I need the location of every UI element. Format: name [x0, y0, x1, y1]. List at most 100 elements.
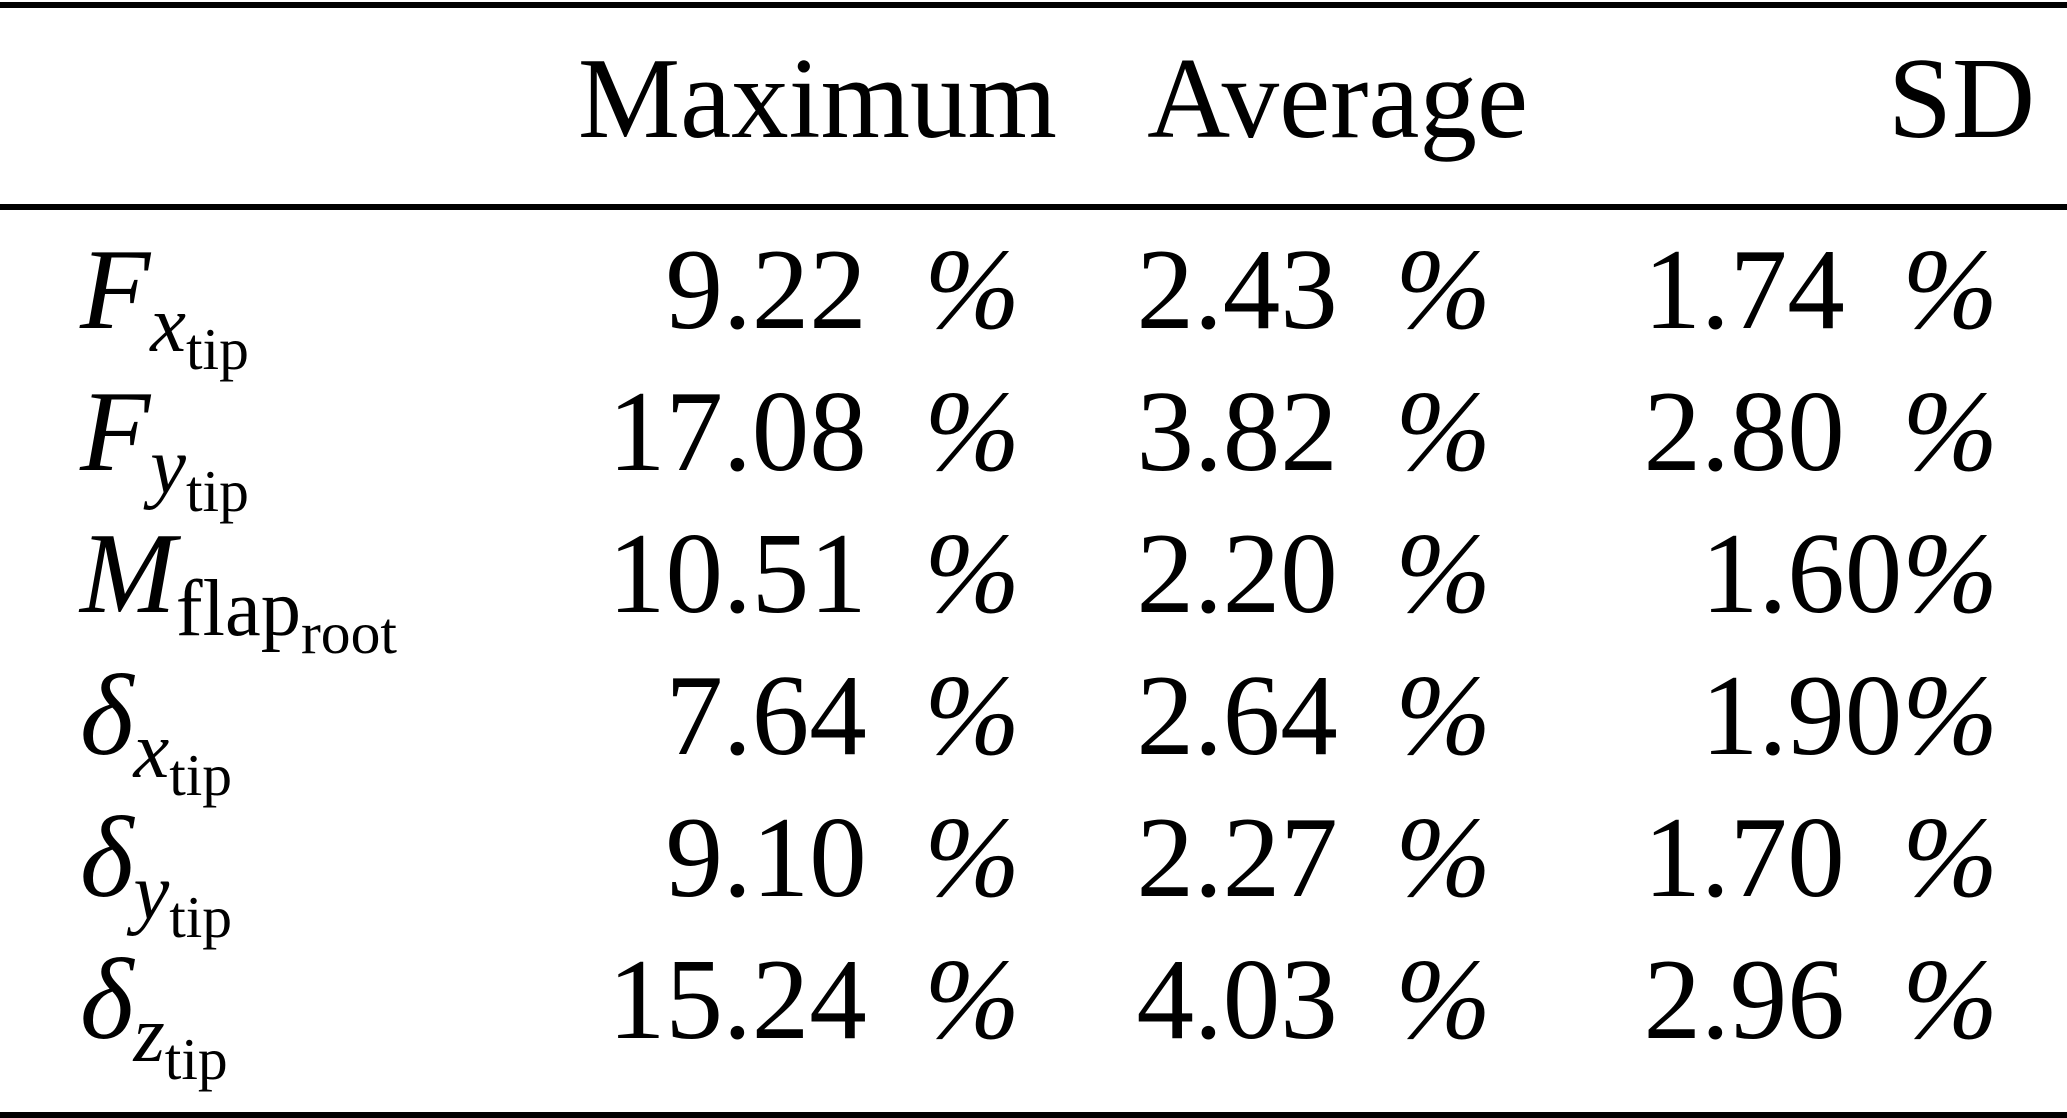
percent-sign: % [1902, 510, 1998, 637]
math-subscript: y [150, 421, 186, 511]
cell-sd: 2.96 % [1528, 934, 2035, 1066]
cell-sd: 2.80 % [1528, 366, 2035, 498]
value: 2.96 [1643, 936, 1845, 1063]
value: 9.10 [665, 794, 867, 921]
value: 1.90 [1700, 652, 1903, 779]
table-bottom-rule [0, 1112, 2067, 1118]
percent-sign: % [1395, 226, 1491, 353]
math-subsubscript: tip [185, 457, 249, 524]
value-unit-gap [867, 226, 925, 353]
percent-sign: % [1902, 368, 1998, 495]
value-unit-gap [1338, 794, 1396, 921]
value-unit-gap [867, 652, 925, 779]
percent-sign: % [924, 794, 1020, 921]
cell-average: 4.03 % [1057, 934, 1528, 1066]
value-unit-gap [1338, 510, 1396, 637]
column-header-maximum: Maximum [577, 34, 1057, 162]
value-unit-gap [1845, 368, 1903, 495]
cell-average: 2.64 % [1057, 650, 1528, 782]
math-subscript: flap [175, 563, 301, 653]
table-row-fy-tip: Fytip 17.08 % 3.82 % 2.80 % [0, 366, 2067, 523]
percent-sign: % [1902, 226, 1998, 353]
value-unit-gap [1845, 794, 1903, 921]
math-symbol: F [80, 368, 151, 495]
percent-sign: % [1395, 794, 1491, 921]
value-unit-gap [1338, 368, 1396, 495]
percent-sign: % [924, 368, 1020, 495]
cell-maximum: 15.24 % [540, 934, 1057, 1066]
cell-average: 2.43 % [1057, 224, 1528, 356]
value: 9.22 [665, 226, 867, 353]
cell-maximum: 7.64 % [540, 650, 1057, 782]
row-label-fx-tip: Fxtip [80, 224, 540, 383]
table-row-dz-tip: δztip 15.24 % 4.03 % 2.96 % [0, 934, 2067, 1091]
math-subscript: z [133, 989, 165, 1079]
cell-maximum: 9.22 % [540, 224, 1057, 356]
value: 1.74 [1643, 226, 1845, 353]
math-subscript: y [133, 847, 170, 937]
row-label-mflap-root: Mflaproot [80, 508, 540, 667]
value-unit-gap [867, 794, 925, 921]
percent-sign: % [1902, 794, 1998, 921]
cell-average: 2.20 % [1057, 508, 1528, 640]
percent-sign: % [1395, 510, 1491, 637]
cell-maximum: 10.51 % [540, 508, 1057, 640]
cell-average: 3.82 % [1057, 366, 1528, 498]
table-header-rule [0, 204, 2067, 210]
value: 2.20 [1136, 510, 1338, 637]
value-unit-gap [1338, 936, 1396, 1063]
percent-sign: % [1902, 936, 1998, 1063]
value: 2.27 [1136, 794, 1338, 921]
percent-sign: % [924, 936, 1020, 1063]
percent-sign: % [1902, 652, 1998, 779]
math-subsubscript: root [300, 599, 397, 666]
math-symbol: F [80, 226, 151, 353]
cell-average: 2.27 % [1057, 792, 1528, 924]
value: 1.70 [1643, 794, 1845, 921]
table-top-rule [0, 2, 2067, 8]
math-subscript: x [150, 279, 186, 369]
value-unit-gap [867, 510, 925, 637]
table-row-dx-tip: δxtip 7.64 % 2.64 % 1.90% [0, 650, 2067, 807]
math-symbol: M [80, 510, 176, 637]
math-subsubscript: tip [169, 883, 233, 950]
math-subsubscript: tip [169, 741, 233, 808]
value: 2.64 [1136, 652, 1338, 779]
value: 2.80 [1643, 368, 1845, 495]
math-symbol: δ [80, 936, 134, 1063]
value-unit-gap [1338, 652, 1396, 779]
cell-maximum: 9.10 % [540, 792, 1057, 924]
percent-sign: % [1395, 368, 1491, 495]
value: 4.03 [1136, 936, 1338, 1063]
value: 1.60 [1700, 510, 1903, 637]
table-body: Fxtip 9.22 % 2.43 % 1.74 % Fytip 17.08 %… [0, 210, 2067, 1112]
value-unit-gap [867, 368, 925, 495]
percent-sign: % [924, 510, 1020, 637]
cell-maximum: 17.08 % [540, 366, 1057, 498]
percent-sign: % [924, 652, 1020, 779]
percent-sign: % [924, 226, 1020, 353]
cell-sd: 1.90% [1528, 650, 2035, 782]
value-unit-gap [1845, 936, 1903, 1063]
column-header-average: Average [1147, 34, 1528, 162]
table-row-mflap-root: Mflaproot 10.51 % 2.20 % 1.60% [0, 508, 2067, 665]
value: 3.82 [1136, 368, 1338, 495]
value: 7.64 [665, 652, 867, 779]
percent-sign: % [1395, 936, 1491, 1063]
cell-sd: 1.70 % [1528, 792, 2035, 924]
math-symbol: δ [80, 652, 134, 779]
row-label-dy-tip: δytip [80, 792, 540, 951]
table-row-fx-tip: Fxtip 9.22 % 2.43 % 1.74 % [0, 224, 2067, 381]
value: 2.43 [1136, 226, 1338, 353]
value-unit-gap [1845, 226, 1903, 353]
cell-sd: 1.74 % [1528, 224, 2035, 356]
math-subsubscript: tip [185, 315, 249, 382]
column-header-sd: SD [1887, 34, 2035, 162]
value: 17.08 [607, 368, 867, 495]
table-header-row: Maximum Average SD [0, 8, 2067, 204]
percent-sign: % [1395, 652, 1491, 779]
row-label-dz-tip: δztip [80, 934, 540, 1093]
value-unit-gap [867, 936, 925, 1063]
value: 15.24 [607, 936, 867, 1063]
table-row-dy-tip: δytip 9.10 % 2.27 % 1.70 % [0, 792, 2067, 949]
